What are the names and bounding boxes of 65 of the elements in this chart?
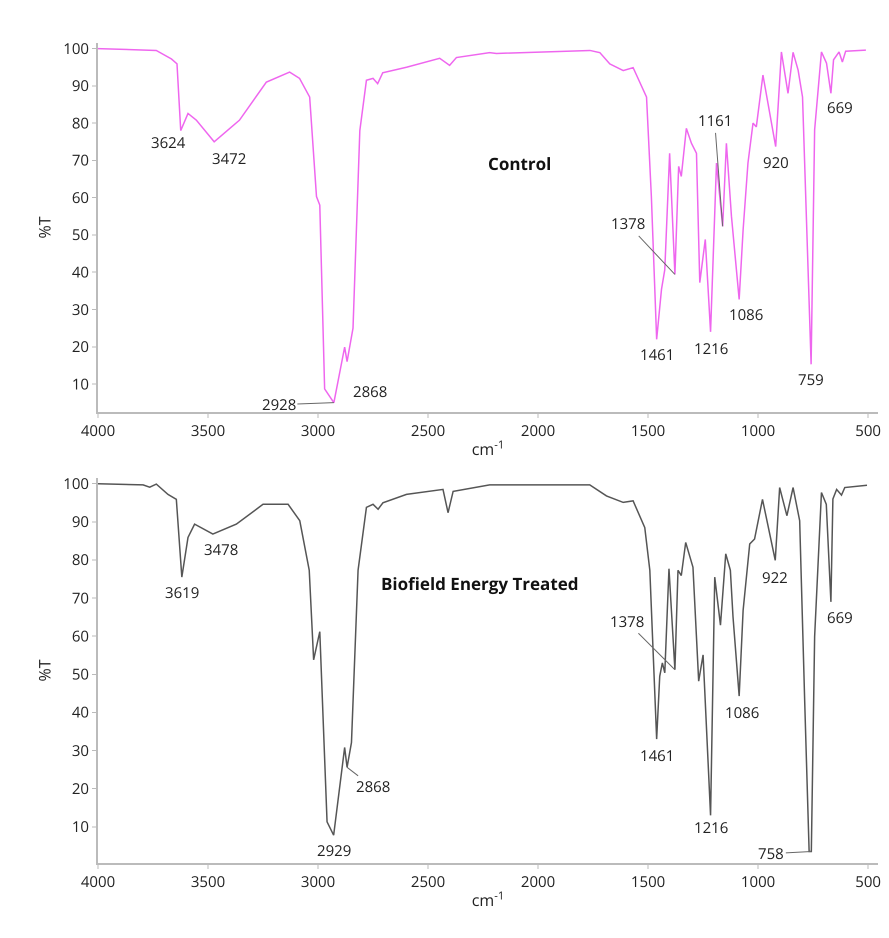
- y-tick-label: 60: [72, 626, 89, 646]
- y-tick-label: 50: [72, 225, 89, 246]
- y-tick-label: 90: [72, 76, 89, 96]
- annotation: 2868: [353, 382, 388, 402]
- y-tick-label: 90: [72, 512, 89, 532]
- annotation: 3619: [165, 583, 200, 603]
- x-tick-label: 3000: [300, 872, 336, 892]
- annotation: 1378: [610, 612, 644, 632]
- x-tick-label: 2000: [520, 872, 556, 892]
- annotation: 3624: [151, 133, 186, 153]
- y-tick-label: 100: [63, 474, 89, 494]
- y-tick-label: 100: [63, 38, 89, 59]
- x-tick-label: 4000: [80, 872, 116, 892]
- annotation: 669: [827, 608, 853, 628]
- x-axis-title: cm$^{-1}$: [472, 888, 504, 912]
- y-tick-label: 80: [72, 113, 89, 134]
- annotation: 1086: [729, 305, 764, 325]
- annotation: 2929: [317, 841, 352, 861]
- y-tick-label: 40: [72, 702, 89, 723]
- annotation: 759: [798, 370, 824, 390]
- annotation: 1378: [611, 214, 646, 234]
- y-tick-label: 20: [72, 337, 89, 358]
- annotation: 1216: [694, 818, 728, 838]
- annotation: 1161: [698, 111, 732, 131]
- x-tick-label: 3500: [190, 872, 226, 892]
- text: Biofield Energy Treated: [381, 572, 579, 595]
- annotation: 758: [758, 844, 784, 864]
- annotation: 2868: [356, 777, 390, 797]
- annotation: 669: [827, 98, 853, 118]
- y-tick-label: 40: [72, 262, 89, 282]
- y-tick-label: 10: [72, 817, 89, 838]
- x-tick-label: 3500: [190, 421, 226, 441]
- y-tick-label: 60: [72, 188, 89, 208]
- y-tick-label: 30: [72, 300, 89, 320]
- x-tick-label: 2000: [520, 421, 556, 441]
- y-tick-label: 50: [72, 664, 89, 685]
- y-tick-label: 80: [72, 550, 89, 570]
- annotation: 1461: [640, 345, 674, 365]
- annotation: 922: [762, 568, 788, 588]
- annotation: 920: [763, 153, 789, 173]
- x-tick-label: 1500: [630, 421, 666, 441]
- y-tick-label: 10: [72, 374, 89, 394]
- y-tick-label: 70: [72, 150, 89, 171]
- annotation: 1086: [725, 703, 760, 723]
- x-tick-label: 500: [855, 872, 881, 892]
- x-tick-label: 1000: [740, 872, 776, 892]
- x-tick-label: 1000: [740, 421, 776, 441]
- text: Control: [488, 152, 552, 175]
- y-axis-title: %T: [34, 216, 56, 239]
- x-tick-label: 2500: [410, 872, 446, 892]
- x-axis-title: cm$^{-1}$: [472, 437, 504, 460]
- annotation: 3478: [204, 540, 238, 560]
- y-axis-title: %T: [34, 659, 56, 682]
- annotation: 2928: [262, 395, 296, 415]
- x-tick-label: 3000: [300, 421, 336, 441]
- y-tick-label: 20: [72, 778, 89, 799]
- x-tick-label: 2500: [410, 421, 446, 441]
- annotation: 1461: [640, 746, 674, 766]
- annotation: 3472: [212, 149, 246, 169]
- x-tick-label: 1500: [630, 872, 666, 892]
- annotation: 1216: [694, 339, 728, 359]
- y-tick-label: 30: [72, 740, 89, 761]
- y-tick-label: 70: [72, 588, 89, 608]
- x-tick-label: 4000: [80, 421, 116, 441]
- x-tick-label: 500: [855, 421, 881, 441]
